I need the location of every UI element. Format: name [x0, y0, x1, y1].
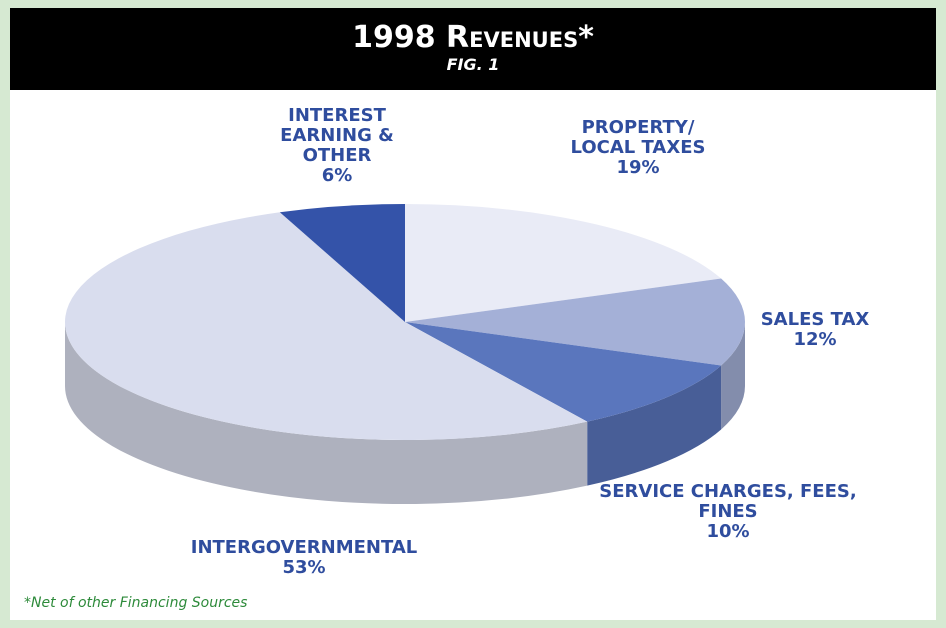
pie-slice — [405, 204, 722, 322]
pie-side — [587, 365, 722, 486]
slice-name: INTERGOVERNMENTAL — [190, 537, 418, 558]
pie-side — [65, 322, 588, 504]
slice-label: PROPERTY/ LOCAL TAXES 19% — [563, 118, 713, 178]
title-bar: 1998 Revenues* FIG. 1 — [10, 8, 936, 90]
pie-slice — [405, 322, 722, 422]
slice-value: 53% — [282, 557, 326, 578]
slice-label: INTEREST EARNING & OTHER 6% — [277, 106, 397, 186]
pie-side — [721, 322, 745, 430]
chart-panel: *Net of other Financing Sources PROPERTY… — [10, 90, 936, 620]
chart-subtitle: FIG. 1 — [446, 55, 500, 74]
slice-name: SALES TAX — [760, 309, 870, 330]
chart-title: 1998 Revenues* — [352, 20, 594, 55]
slice-value: 10% — [706, 521, 750, 542]
slice-label: SALES TAX 12% — [715, 310, 915, 350]
slice-name: INTEREST EARNING & OTHER — [280, 105, 394, 166]
slice-value: 12% — [793, 329, 837, 350]
chart — [65, 204, 746, 504]
slice-value: 6% — [321, 165, 353, 186]
slice-name: SERVICE CHARGES, FEES, FINES — [599, 481, 857, 522]
slice-value: 19% — [616, 157, 660, 178]
footnote: *Net of other Financing Sources — [24, 595, 248, 611]
slice-name: PROPERTY/ LOCAL TAXES — [570, 117, 706, 158]
slice-label: INTERGOVERNMENTAL 53% — [154, 538, 454, 578]
pie-slice — [65, 212, 588, 440]
pie-slice — [405, 278, 746, 366]
slice-label: SERVICE CHARGES, FEES, FINES 10% — [598, 482, 858, 542]
pie-slice — [279, 204, 405, 322]
